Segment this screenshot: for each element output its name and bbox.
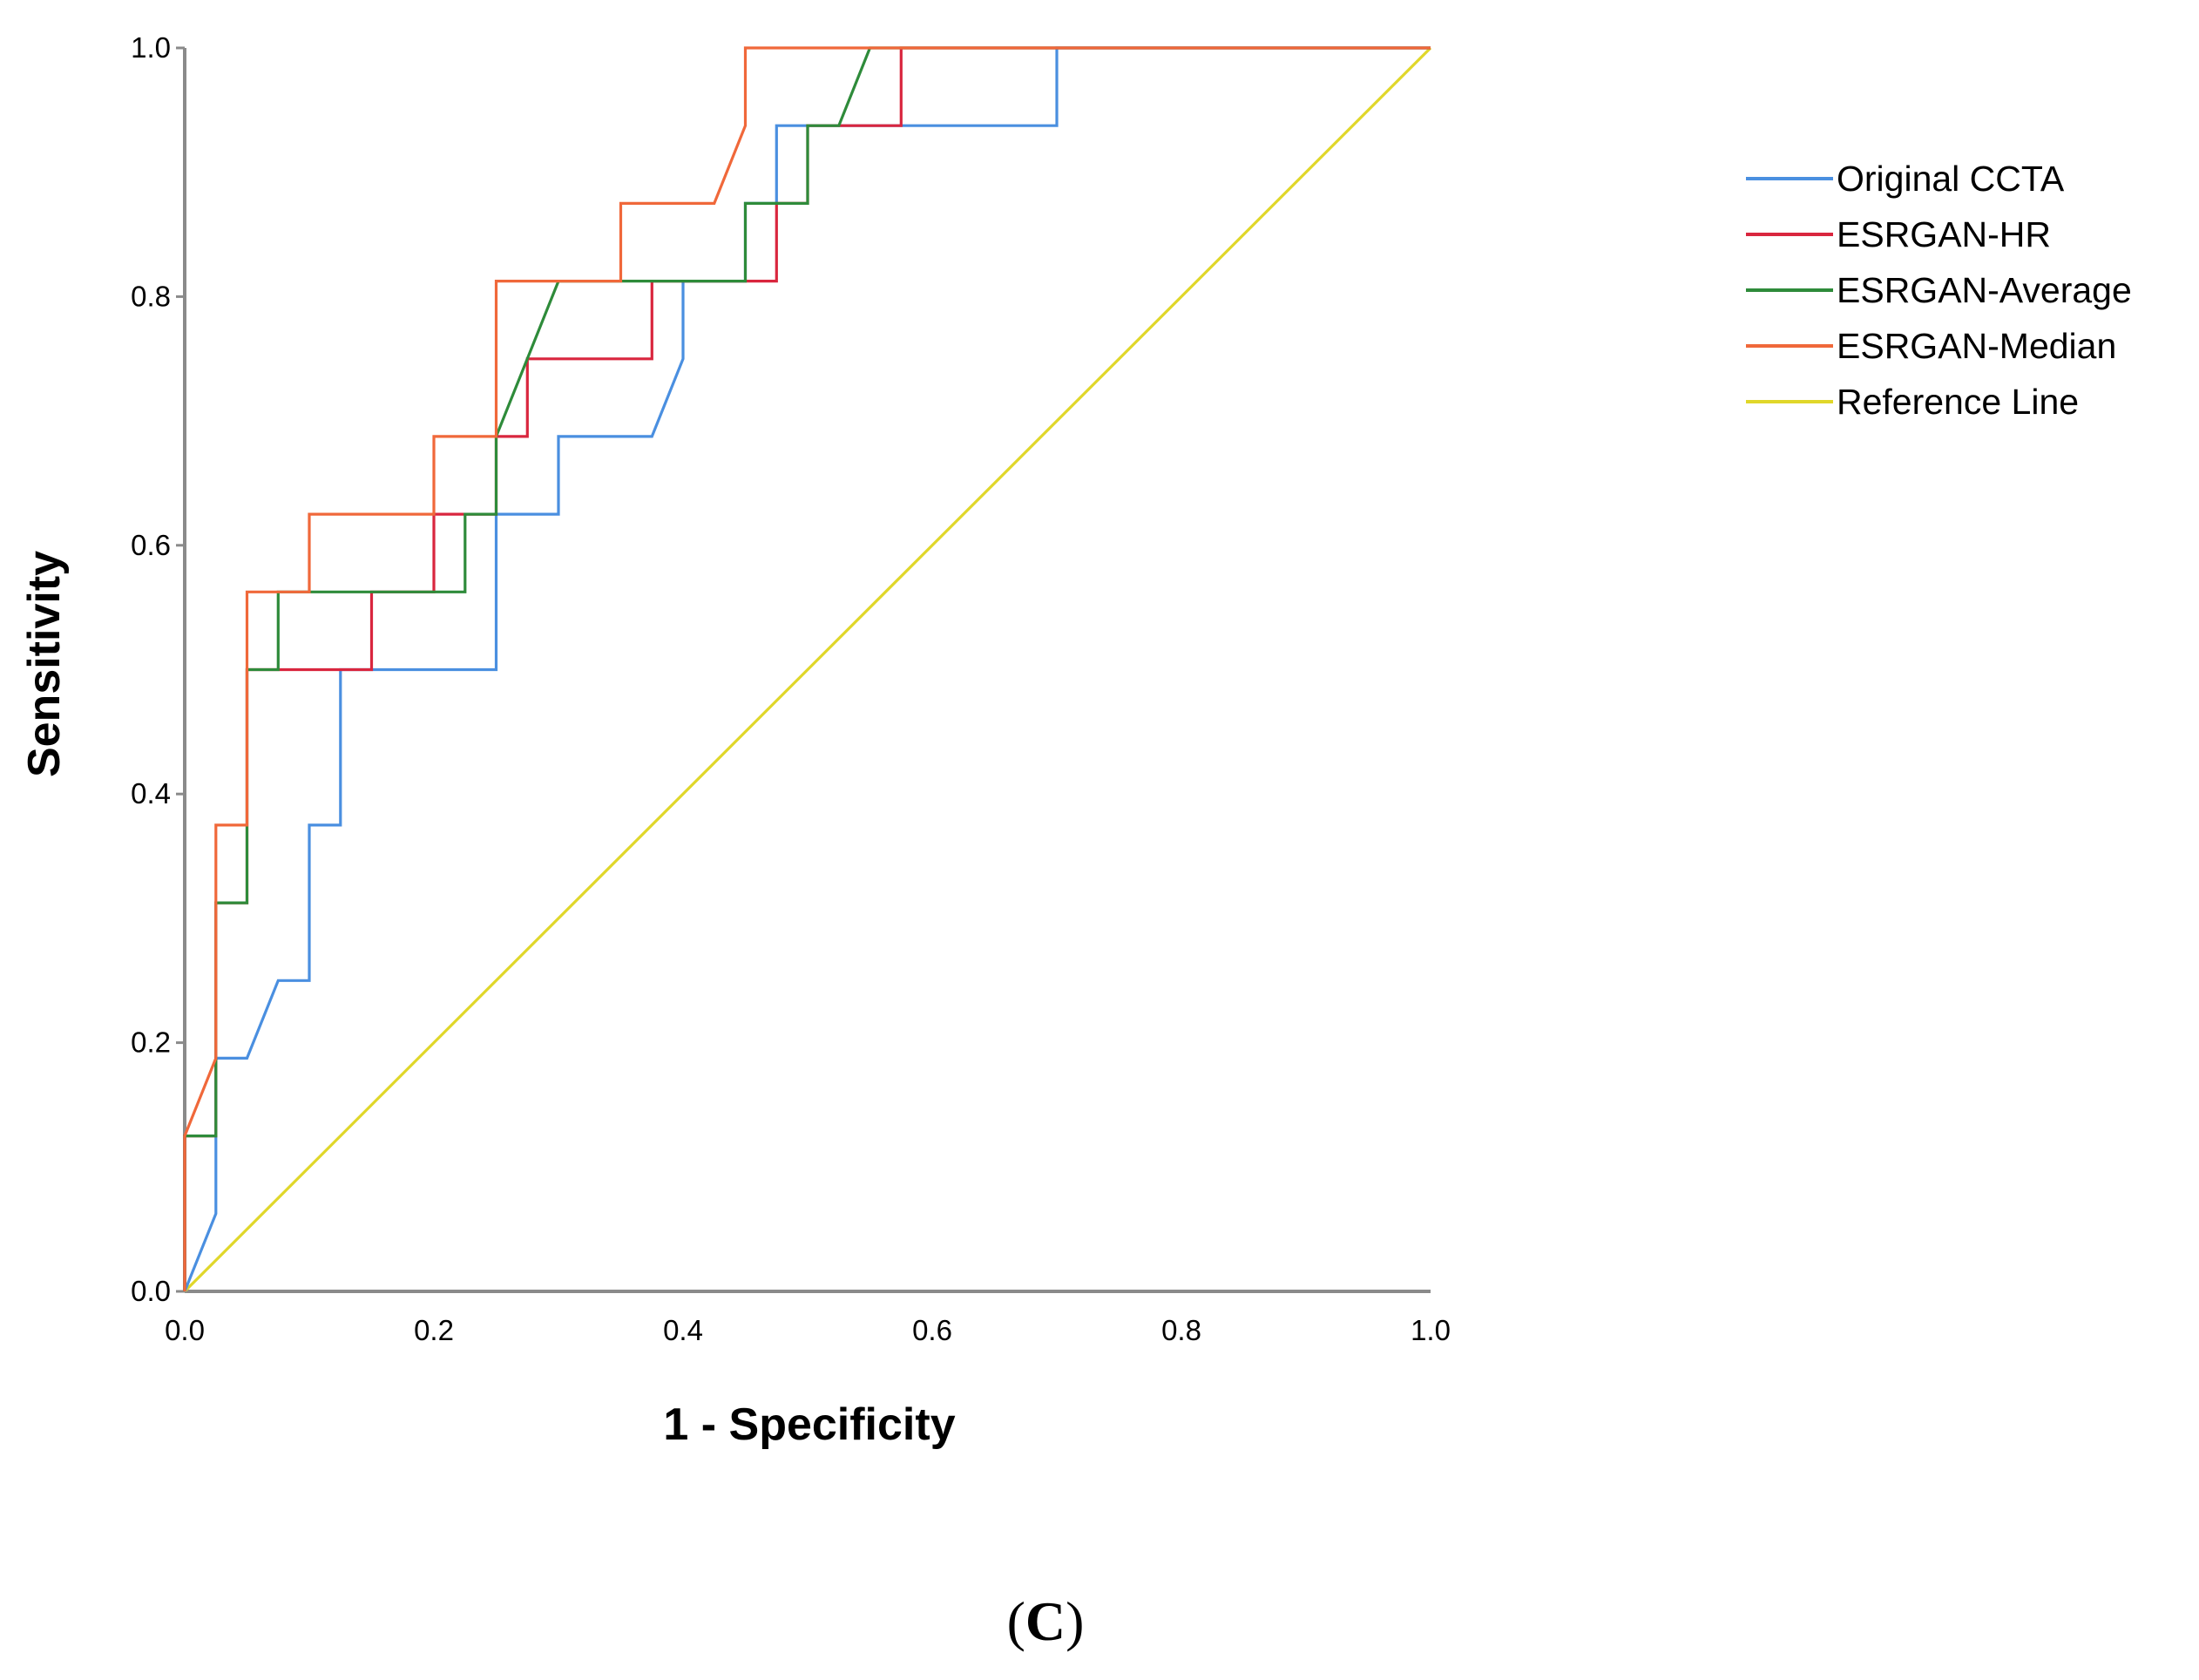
y-tick-label: 0.6 bbox=[131, 529, 171, 561]
legend-label-original-ccta: Original CCTA bbox=[1837, 159, 2065, 199]
y-tick-label: 0.0 bbox=[131, 1275, 171, 1307]
x-tick-label: 0.6 bbox=[912, 1314, 952, 1346]
y-tick-label: 0.4 bbox=[131, 777, 171, 810]
legend-label-reference-line: Reference Line bbox=[1837, 382, 2079, 422]
x-tick-label: 0.2 bbox=[414, 1314, 454, 1346]
series-line-esrgan-average bbox=[183, 46, 1431, 1291]
panel-label: (C) bbox=[1007, 1590, 1085, 1652]
panel-label-close: ) bbox=[1066, 1590, 1084, 1652]
series-lines bbox=[183, 46, 1432, 1293]
axes bbox=[183, 48, 1431, 1293]
x-tick-label: 0.0 bbox=[165, 1314, 205, 1346]
legend: Original CCTA ESRGAN-HR ESRGAN-Average ESRG… bbox=[1746, 159, 2132, 422]
y-tick-label: 0.8 bbox=[131, 280, 171, 312]
series-line-reference-line bbox=[183, 46, 1432, 1293]
series-line-esrgan-median bbox=[183, 46, 1431, 1291]
legend-label-esrgan-average: ESRGAN-Average bbox=[1837, 270, 2132, 310]
series-line-original-ccta bbox=[183, 46, 1431, 1292]
panel-label-letter: C bbox=[1025, 1590, 1066, 1652]
x-tick-label: 0.8 bbox=[1161, 1314, 1201, 1346]
x-axis-title: 1 - Specificity bbox=[663, 1399, 955, 1450]
legend-label-esrgan-median: ESRGAN-Median bbox=[1837, 326, 2116, 366]
legend-label-esrgan-hr: ESRGAN-HR bbox=[1837, 214, 2051, 254]
y-tick-label: 0.2 bbox=[131, 1026, 171, 1059]
y-axis-title: Sensitivity bbox=[19, 551, 70, 777]
y-axis-ticks: 0.0 0.2 0.4 0.6 0.8 1.0 bbox=[131, 31, 185, 1307]
x-axis-ticks: 0.0 0.2 0.4 0.6 0.8 1.0 bbox=[165, 1314, 1451, 1346]
x-tick-label: 1.0 bbox=[1411, 1314, 1451, 1346]
x-tick-label: 0.4 bbox=[663, 1314, 703, 1346]
panel-label-open: ( bbox=[1007, 1590, 1025, 1652]
y-tick-label: 1.0 bbox=[131, 31, 171, 64]
